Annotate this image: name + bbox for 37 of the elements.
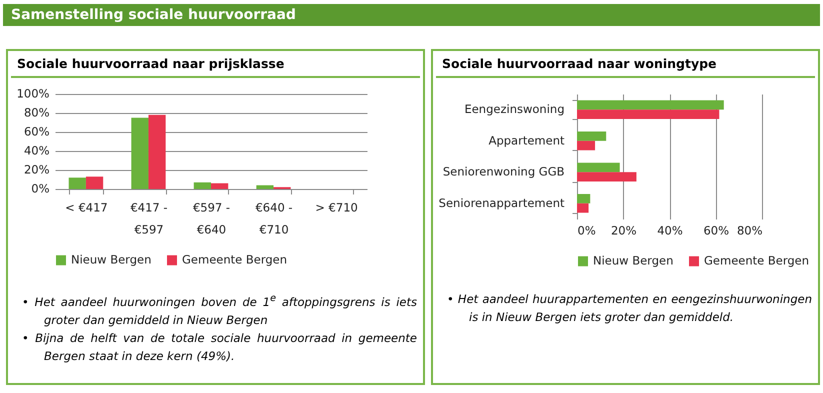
x-tick-label: < €417: [65, 200, 108, 214]
y-tick-label: 60%: [24, 124, 50, 138]
text: • Het aandeel huurwoningen boven de 1$^{e}$ aftoppingsgrens is iets groter dan gemiddeld in Nieuw Bergen: [22, 293, 417, 327]
text: Samenstelling sociale huurvoorraad: [3, 4, 820, 26]
text: • Bijna de helft van de totale sociale huurvoorraad in gemeente Bergen staat in deze kern (49%).: [21, 330, 417, 365]
y-tick-label: 20%: [24, 162, 50, 176]
x-tick-label: > €710: [315, 200, 358, 214]
y-tick-label: Appartement: [488, 133, 565, 148]
y-tick-label: Seniorenappartement: [438, 196, 565, 210]
x-tick-label: 60%: [703, 224, 730, 238]
bar: [68, 178, 86, 189]
y-tick-label: 0%: [31, 182, 50, 196]
x-tick-label: €597 - €640: [192, 200, 230, 236]
y-tick-label: 80%: [24, 106, 50, 120]
bar: [256, 185, 274, 189]
bar: [148, 114, 166, 189]
x-tick-label: 20%: [610, 224, 637, 238]
chart-title: Sociale huurvoorraad naar prijsklasse: [11, 54, 420, 78]
bar: [194, 182, 211, 189]
legend-label: Nieuw Bergen: [593, 253, 674, 268]
x-tick-label: 0%: [578, 224, 596, 238]
legend-label: Nieuw Bergen: [71, 252, 152, 266]
chart-title: Sociale huurvoorraad naar woningtype: [436, 54, 815, 78]
x-tick-label: €417 - €597: [130, 200, 168, 236]
bar: [131, 118, 148, 189]
bar: [86, 176, 104, 189]
x-tick-label: €640 - €710: [255, 200, 293, 236]
bar: [211, 183, 228, 189]
legend-label: Gemeente Bergen: [704, 253, 810, 268]
y-tick-label: 100%: [16, 86, 50, 100]
x-tick-label: 40%: [657, 224, 683, 238]
y-tick-label: Eengezinswoning: [464, 102, 564, 116]
y-tick-label: Seniorenwoning GGB: [442, 164, 565, 179]
text: • Het aandeel huurappartementen en eengezinshuurwoningen is in Nieuw Bergen iets groter dan gemiddeld.: [446, 291, 812, 326]
y-tick-label: 40%: [24, 144, 50, 158]
legend-label: Gemeente Bergen: [182, 252, 288, 266]
x-tick-label: 80%: [736, 224, 763, 238]
